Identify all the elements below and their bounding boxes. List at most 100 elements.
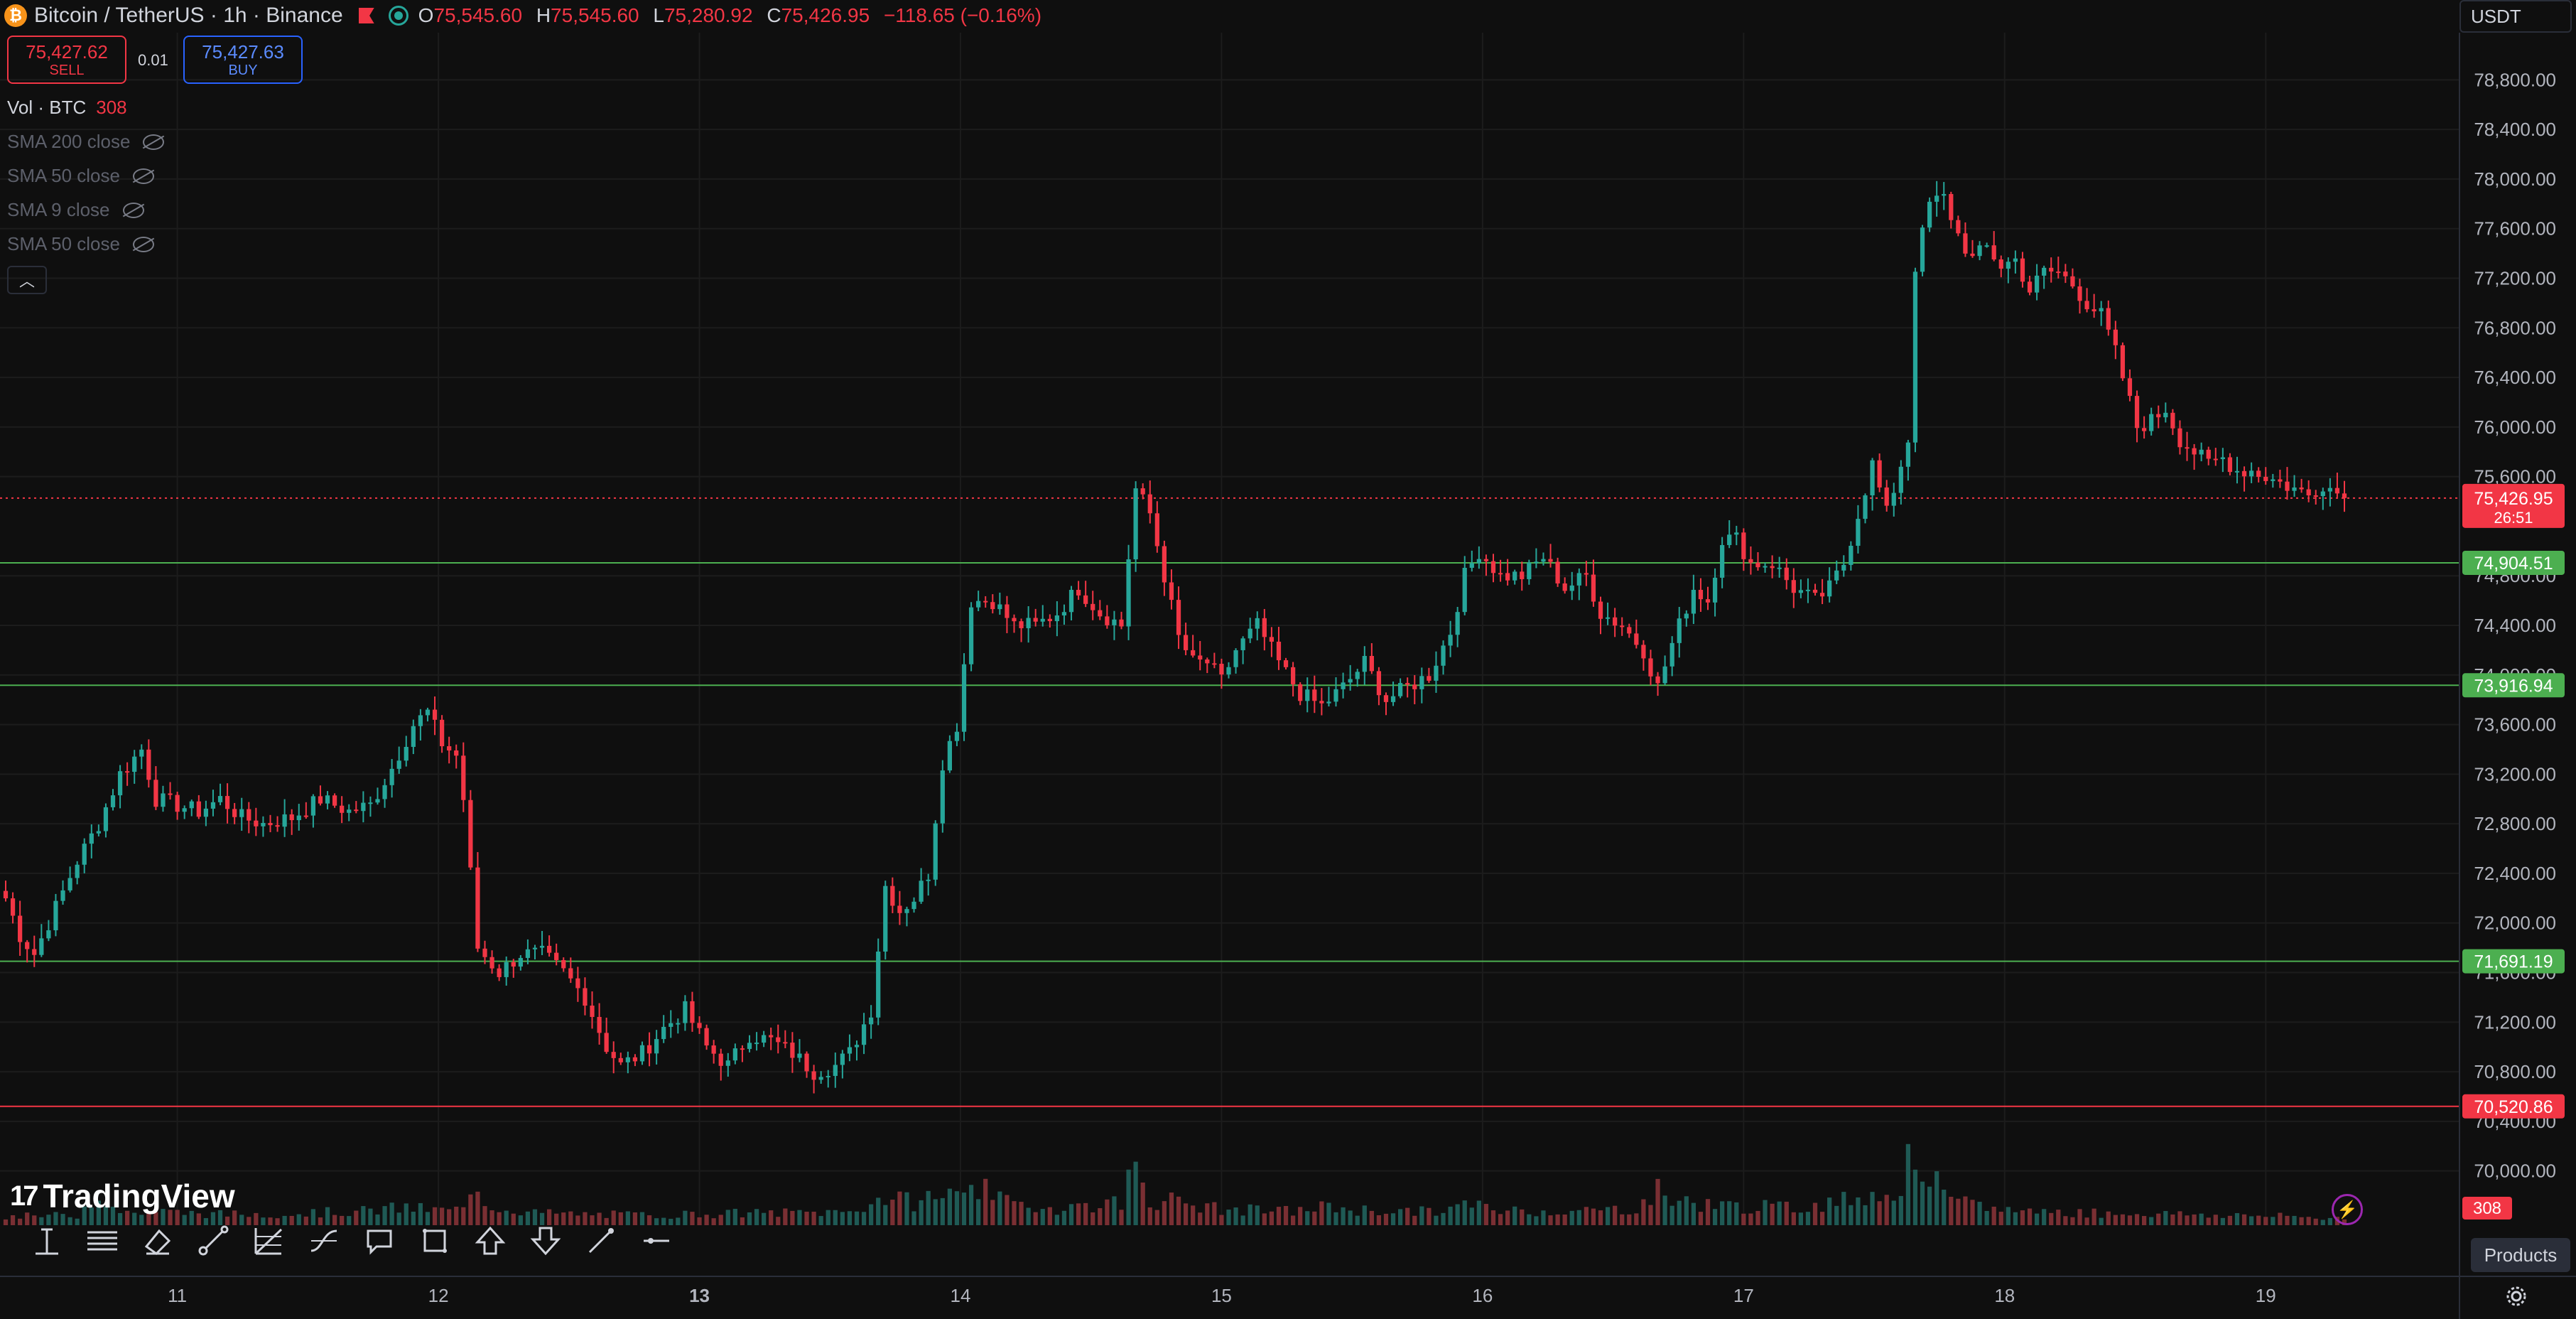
x-tick-label: 11 <box>168 1285 187 1306</box>
volume-bar <box>2063 1216 2068 1225</box>
volume-bar <box>990 1200 995 1225</box>
volume-bar <box>754 1209 759 1225</box>
volume-bar <box>224 1216 230 1225</box>
candle-body <box>1956 220 1961 234</box>
volume-bar <box>1098 1208 1103 1225</box>
horizontal-lines-icon[interactable] <box>84 1222 121 1259</box>
volume-bar <box>1076 1203 1081 1225</box>
candle-body <box>661 1026 666 1040</box>
eraser-icon[interactable] <box>139 1222 176 1259</box>
trend-line-icon[interactable] <box>28 1222 65 1259</box>
hidden-eye-icon[interactable] <box>132 168 154 184</box>
ray-icon[interactable] <box>583 1222 619 1259</box>
indicator-sma-50-second[interactable]: SMA 50 close <box>7 233 154 255</box>
volume-bar <box>1698 1212 1704 1225</box>
volume-legend[interactable]: Vol · BTC 308 <box>7 97 127 119</box>
candle-body <box>10 898 16 916</box>
candle-body <box>840 1053 845 1065</box>
hidden-eye-icon[interactable] <box>143 134 165 150</box>
volume-bar <box>1734 1202 1739 1225</box>
currency-select[interactable]: USDT <box>2459 0 2572 33</box>
candle-body <box>1748 559 1753 563</box>
candle-body <box>1448 635 1453 646</box>
volume-bar <box>1191 1205 1196 1225</box>
volume-bar <box>740 1217 745 1225</box>
candle-body <box>224 796 230 809</box>
volume-bar <box>911 1211 916 1225</box>
volume-bar <box>776 1217 781 1225</box>
volume-bar <box>1226 1210 1231 1225</box>
volume-bar <box>1770 1203 1775 1225</box>
candle-body <box>396 760 401 769</box>
y-tick-label: 73,600.00 <box>2474 714 2556 736</box>
horizontal-line-icon[interactable] <box>638 1222 675 1259</box>
candle-body <box>1333 689 1338 702</box>
arrow-down-icon[interactable] <box>527 1222 564 1259</box>
candle-body <box>1105 616 1110 625</box>
candle-body <box>347 809 352 813</box>
candle-body <box>876 952 881 1018</box>
candle-body <box>1770 566 1775 569</box>
x-tick-label: 17 <box>1733 1285 1754 1306</box>
candle-body <box>1863 495 1868 519</box>
volume-bar <box>1998 1212 2003 1225</box>
sell-button[interactable]: 75,427.62 SELL <box>7 36 126 84</box>
lightning-icon[interactable]: ⚡ <box>2332 1194 2363 1225</box>
y-tick-label: 78,000.00 <box>2474 168 2556 190</box>
volume-bar <box>861 1212 867 1225</box>
candle-body <box>2084 301 2089 310</box>
buy-button[interactable]: 75,427.63 BUY <box>183 36 303 84</box>
volume-bar <box>1026 1207 1031 1225</box>
volume-bar <box>1634 1213 1639 1225</box>
market-status-icon[interactable] <box>388 6 408 26</box>
volume-bar <box>2234 1213 2240 1225</box>
candle-body <box>1856 519 1861 546</box>
rectangle-icon[interactable] <box>416 1222 453 1259</box>
volume-bar <box>1798 1212 1804 1225</box>
candle-body <box>2106 308 2111 330</box>
candle-body <box>454 750 459 756</box>
volume-bar <box>1154 1210 1159 1225</box>
tradingview-logo[interactable]: 17 TradingView <box>10 1177 235 1215</box>
hidden-eye-icon[interactable] <box>122 202 144 218</box>
brush-icon[interactable] <box>195 1222 232 1259</box>
symbol-header[interactable]: ₿ Bitcoin / TetherUS · 1h · Binance O75,… <box>0 0 1050 31</box>
candle-body <box>1584 573 1589 575</box>
hidden-eye-icon[interactable] <box>132 236 154 252</box>
y-tick-label: 75,600.00 <box>2474 466 2556 488</box>
candle-body <box>790 1043 795 1058</box>
volume-bar <box>60 1214 65 1225</box>
indicator-sma-200[interactable]: SMA 200 close <box>7 131 165 153</box>
volume-bar <box>2263 1217 2268 1225</box>
fib-icon[interactable] <box>250 1222 287 1259</box>
volume-bar <box>1212 1202 1217 1225</box>
candle-body <box>654 1039 659 1054</box>
candle-body <box>461 755 466 800</box>
volume-bar <box>1362 1205 1367 1225</box>
path-icon[interactable] <box>305 1222 342 1259</box>
arrow-up-icon[interactable] <box>472 1222 509 1259</box>
volume-bar <box>1920 1181 1925 1225</box>
gear-icon[interactable] <box>2505 1285 2528 1308</box>
comment-icon[interactable] <box>361 1222 398 1259</box>
flag-icon[interactable] <box>358 8 374 23</box>
volume-bar <box>1490 1210 1496 1225</box>
change-value: −118.65 (−0.16%) <box>883 4 1042 26</box>
candle-body <box>869 1017 874 1025</box>
candle-body <box>583 988 588 1006</box>
volume-bar <box>1498 1214 1503 1225</box>
candle-body <box>2271 479 2275 481</box>
products-button[interactable]: Products <box>2471 1238 2570 1272</box>
low-label: L <box>653 4 664 26</box>
symbol-title[interactable]: Bitcoin / TetherUS · 1h · Binance <box>34 4 343 27</box>
candle-body <box>1469 563 1474 568</box>
level-price-label: 74,904.51 <box>2474 554 2553 574</box>
volume-bar <box>869 1204 874 1225</box>
collapse-legend-button[interactable]: ︿ <box>7 266 47 294</box>
candle-body <box>1812 589 1818 593</box>
indicator-sma-50[interactable]: SMA 50 close <box>7 165 154 187</box>
indicator-sma-9[interactable]: SMA 9 close <box>7 199 144 221</box>
candle-body <box>340 805 345 813</box>
